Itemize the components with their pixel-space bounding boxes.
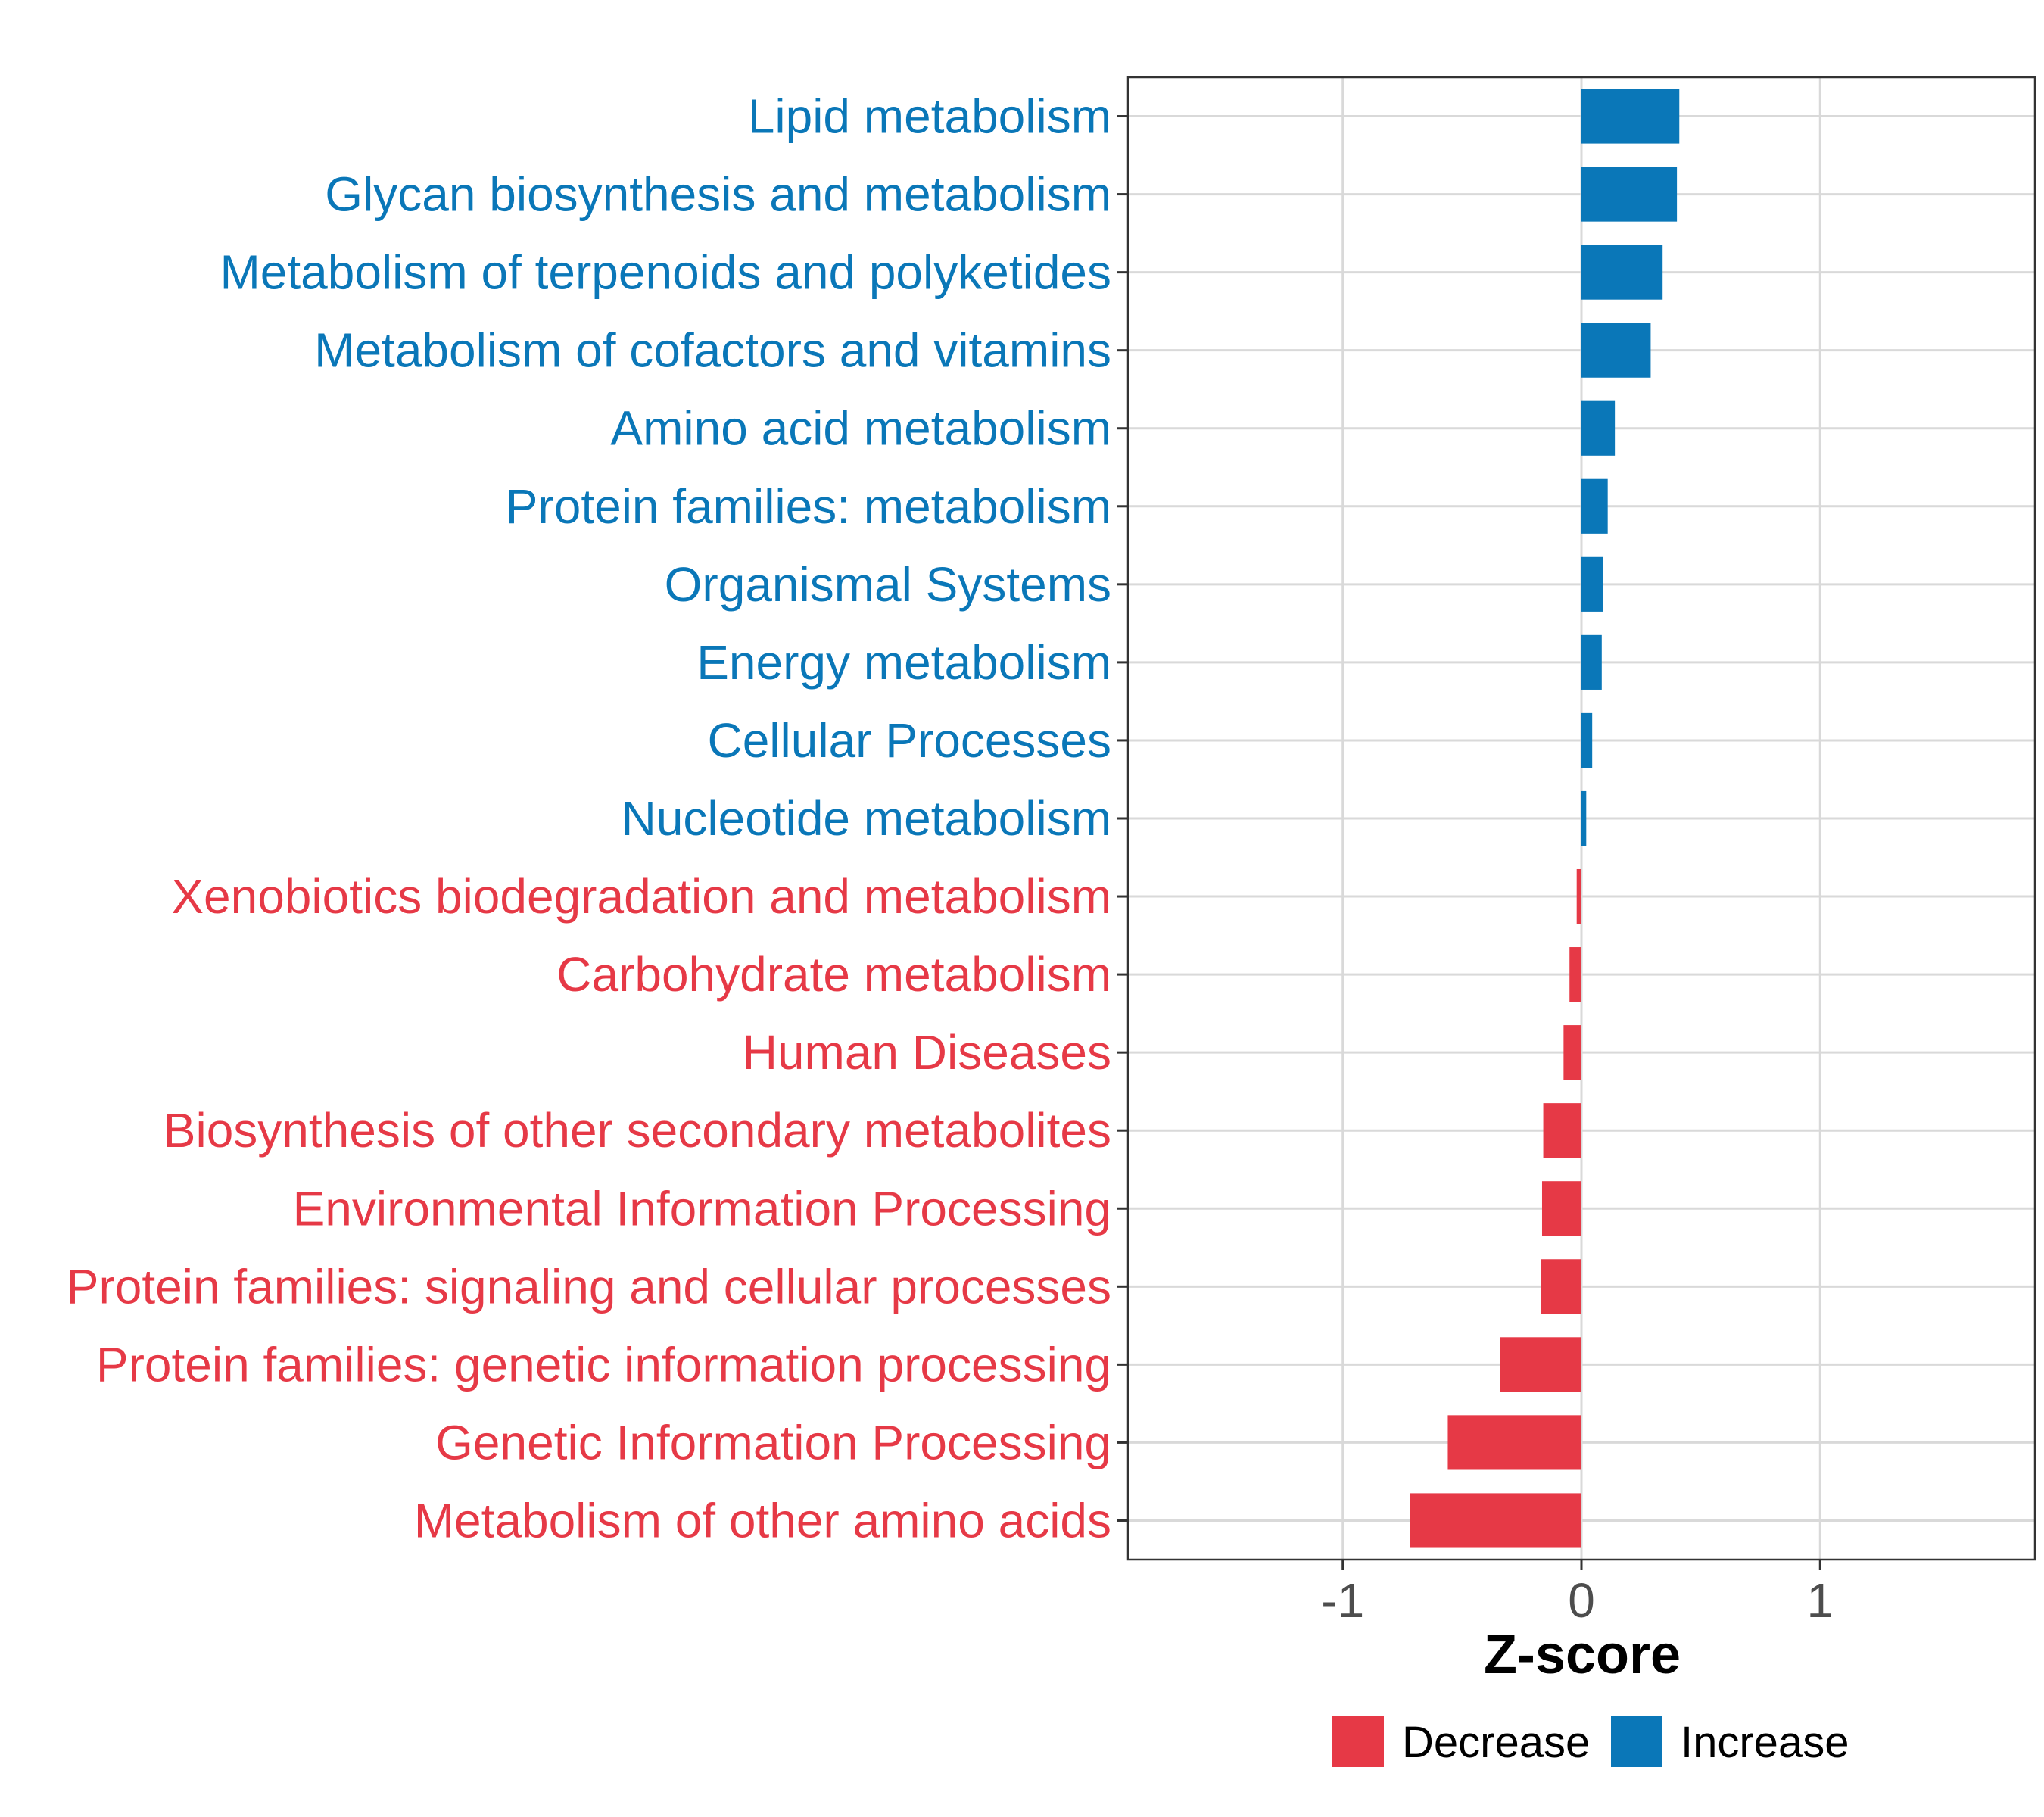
category-label-2: Glycan biosynthesis and metabolism (325, 167, 1111, 222)
category-label-7: Organismal Systems (665, 557, 1111, 612)
category-label-12: Carbohydrate metabolism (556, 947, 1111, 1002)
category-label-6: Protein families: metabolism (506, 479, 1111, 534)
bar-19 (1410, 1493, 1581, 1548)
bar-11 (1576, 868, 1581, 924)
bar-6 (1581, 478, 1608, 534)
category-label-13: Human Diseases (743, 1025, 1111, 1080)
x-axis-title: Z-score (1484, 1625, 1681, 1685)
x-axis-ticks: -1 0 1 (1321, 1560, 1834, 1628)
category-label-11: Xenobiotics biodegradation and metabolis… (171, 869, 1111, 924)
category-label-17: Protein families: genetic information pr… (96, 1337, 1111, 1392)
category-label-4: Metabolism of cofactors and vitamins (314, 323, 1111, 378)
category-label-14: Biosynthesis of other secondary metaboli… (164, 1103, 1111, 1158)
category-label-18: Genetic Information Processing (435, 1415, 1111, 1469)
bar-8 (1581, 634, 1602, 690)
bar-3 (1581, 245, 1663, 300)
x-tick-label-2: 1 (1806, 1573, 1834, 1628)
category-label-9: Cellular Processes (707, 713, 1111, 768)
bar-10 (1581, 790, 1587, 846)
bar-16 (1541, 1259, 1581, 1314)
legend: Decrease Increase (1332, 1716, 1849, 1767)
category-label-8: Energy metabolism (696, 635, 1111, 690)
legend-swatch-increase (1611, 1716, 1662, 1767)
bar-12 (1569, 947, 1581, 1002)
bar-18 (1447, 1415, 1581, 1470)
bar-14 (1543, 1103, 1581, 1158)
bar-13 (1563, 1025, 1581, 1080)
legend-swatch-decrease (1332, 1716, 1384, 1767)
y-axis-ticks (1117, 115, 1128, 1522)
bar-17 (1500, 1337, 1581, 1392)
legend-label-decrease: Decrease (1402, 1718, 1590, 1767)
category-label-19: Metabolism of other amino acids (414, 1493, 1111, 1547)
bar-1 (1581, 89, 1680, 144)
bars (1410, 89, 1680, 1548)
bar-4 (1581, 323, 1651, 378)
category-label-16: Protein families: signaling and cellular… (67, 1259, 1111, 1314)
bar-15 (1541, 1181, 1581, 1236)
category-label-5: Amino acid metabolism (610, 401, 1111, 456)
category-labels: Lipid metabolism Glycan biosynthesis and … (67, 89, 1111, 1548)
legend-label-increase: Increase (1681, 1718, 1849, 1767)
x-tick-label-1: 0 (1568, 1573, 1595, 1628)
bar-2 (1581, 167, 1678, 222)
bar-9 (1581, 712, 1593, 768)
x-tick-label-0: -1 (1321, 1573, 1364, 1628)
bar-5 (1581, 400, 1616, 456)
category-label-15: Environmental Information Processing (293, 1181, 1111, 1236)
bar-7 (1581, 556, 1603, 612)
category-label-3: Metabolism of terpenoids and polyketides (220, 245, 1111, 300)
category-label-1: Lipid metabolism (748, 89, 1111, 144)
category-label-10: Nucleotide metabolism (622, 791, 1111, 846)
